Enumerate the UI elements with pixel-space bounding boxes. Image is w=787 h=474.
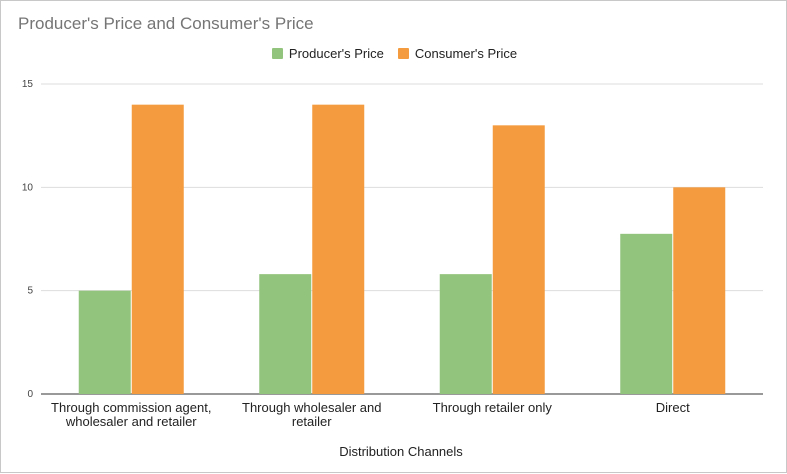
y-tick-label: 10: [22, 182, 34, 193]
bar-consumer: [131, 104, 184, 395]
x-tick-label: Direct: [656, 400, 690, 415]
bar-producer: [78, 290, 131, 394]
x-tick-label: Through retailer only: [433, 400, 553, 415]
y-tick-label: 5: [27, 286, 33, 297]
legend: Producer's Price Consumer's Price: [1, 46, 787, 61]
legend-label-producer: Producer's Price: [288, 46, 384, 61]
bar-consumer: [312, 104, 365, 395]
x-axis-title: Distribution Channels: [339, 444, 463, 459]
bar-producer: [620, 233, 673, 394]
legend-item-consumer[interactable]: Consumer's Price: [397, 46, 518, 61]
bar-consumer: [673, 187, 726, 394]
y-tick-label: 0: [27, 389, 33, 400]
bar-consumer: [492, 125, 545, 394]
bar-producer: [439, 274, 492, 394]
x-tick-label: Through commission agent,: [51, 400, 211, 415]
legend-swatch-consumer: [397, 48, 409, 59]
bar-producer: [259, 274, 312, 394]
legend-swatch-producer: [271, 48, 283, 59]
x-tick-label: wholesaler and retailer: [65, 414, 197, 429]
chart-title: Producer's Price and Consumer's Price: [18, 14, 314, 33]
x-tick-label: Through wholesaler and: [242, 400, 381, 415]
legend-label-consumer: Consumer's Price: [414, 46, 518, 61]
x-tick-label: retailer: [292, 414, 332, 429]
legend-item-producer[interactable]: Producer's Price: [271, 46, 384, 61]
y-tick-label: 15: [22, 79, 34, 90]
